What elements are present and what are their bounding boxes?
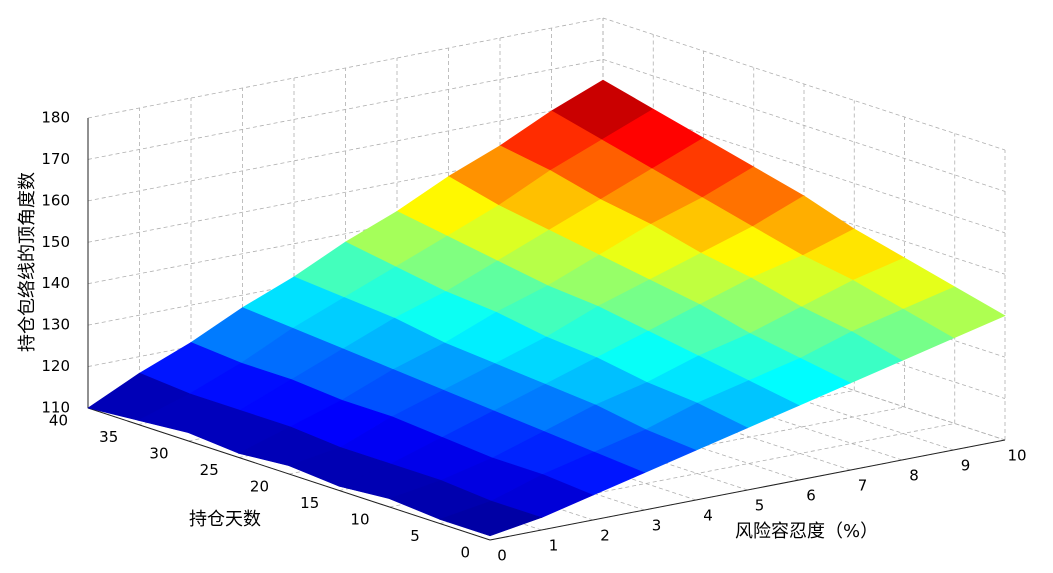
- z-tick-label: 120: [41, 357, 70, 375]
- grid-line: [602, 17, 1006, 151]
- y-tick-label: 5: [410, 527, 420, 545]
- x-tick-label: 1: [549, 537, 559, 555]
- z-axis-label: 持仓包络线的顶角度数: [17, 172, 38, 352]
- y-tick-label: 15: [300, 494, 319, 512]
- x-tick-label: 9: [961, 457, 971, 475]
- x-tick-label: 6: [806, 487, 816, 505]
- y-tick-label: 20: [250, 478, 269, 496]
- y-tick-label: 40: [49, 412, 68, 430]
- grid-line: [87, 17, 604, 119]
- x-tick-label: 0: [497, 547, 507, 565]
- x-tick-label: 7: [858, 477, 868, 495]
- x-tick-label: 8: [909, 467, 919, 485]
- z-tick-label: 130: [41, 316, 70, 334]
- z-tick-label: 160: [41, 191, 70, 209]
- surface-patch: [438, 500, 543, 537]
- x-tick-label: 3: [652, 517, 662, 535]
- x-tick-label: 5: [755, 497, 765, 515]
- y-tick-label: 35: [99, 428, 118, 446]
- z-tick-label: 180: [41, 109, 70, 127]
- y-axis-label: 持仓天数: [189, 509, 261, 530]
- y-tick-label: 10: [350, 511, 369, 529]
- z-tick-label: 170: [41, 150, 70, 168]
- axis-line: [489, 439, 1006, 541]
- y-tick-label: 25: [200, 461, 219, 479]
- z-tick-label: 150: [41, 233, 70, 251]
- z-tick-label: 140: [41, 274, 70, 292]
- x-tick-label: 4: [703, 507, 713, 525]
- grid-line: [87, 59, 604, 160]
- x-axis-label: 风险容忍度（%）: [735, 521, 878, 542]
- x-tick-label: 2: [600, 527, 610, 545]
- x-tick-label: 10: [1007, 447, 1026, 465]
- grid-line: [602, 59, 1006, 192]
- y-tick-label: 30: [149, 445, 168, 463]
- y-tick-label: 0: [460, 544, 470, 562]
- axis-line: [87, 407, 491, 541]
- z-tick-label: 110: [41, 399, 70, 417]
- grid-line: [87, 100, 604, 202]
